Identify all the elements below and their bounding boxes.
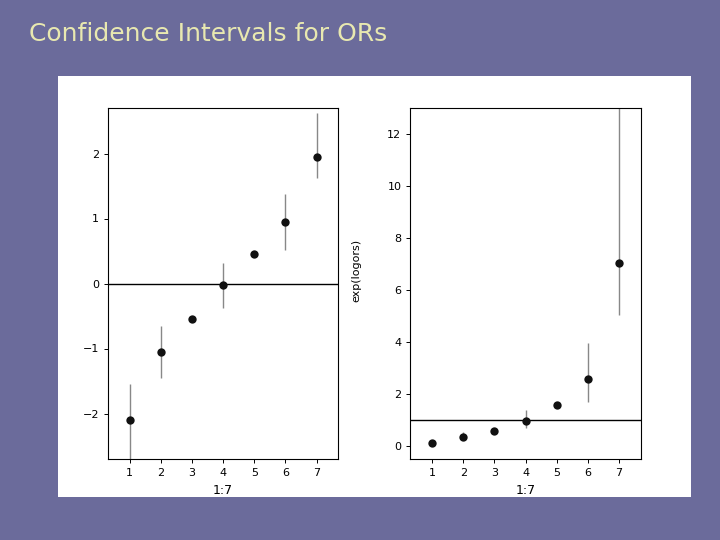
Text: Confidence Intervals for ORs: Confidence Intervals for ORs	[29, 22, 387, 45]
X-axis label: 1:7: 1:7	[516, 484, 536, 497]
Text: exp(logors): exp(logors)	[351, 239, 361, 301]
X-axis label: 1:7: 1:7	[213, 484, 233, 497]
